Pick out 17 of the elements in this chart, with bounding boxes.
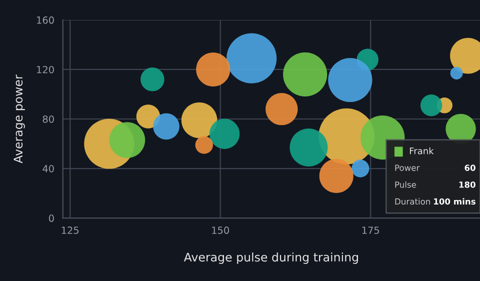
annotation: 100 mins: [434, 198, 476, 205]
annotation: Pulse: [395, 181, 416, 188]
y-tick-label: 160: [37, 16, 54, 24]
legend-label: Frank: [410, 147, 434, 154]
annotation: 60: [464, 164, 476, 171]
annotation: Power: [395, 164, 420, 171]
x-tick-label: 175: [362, 226, 380, 234]
y-axis-title: Average power: [14, 74, 25, 164]
y-tick-label: 0: [49, 214, 54, 222]
y-tick-label: 80: [42, 115, 54, 123]
annotation: Duration: [395, 198, 430, 205]
y-tick-label: 120: [37, 66, 54, 74]
annotation: 180: [459, 181, 476, 188]
x-tick-label: 125: [62, 226, 79, 234]
x-axis-title: Average pulse during training: [184, 252, 358, 264]
x-tick-label: 150: [212, 226, 229, 234]
y-tick-label: 40: [42, 165, 54, 172]
